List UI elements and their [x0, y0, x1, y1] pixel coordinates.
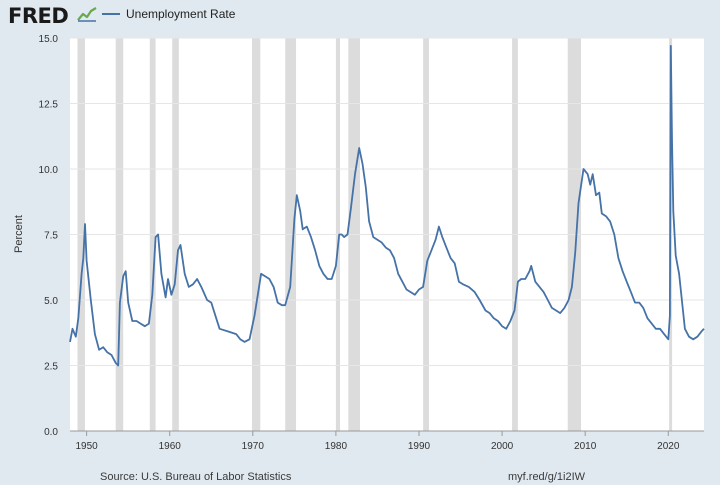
x-tick-label: 1950: [75, 441, 98, 452]
y-tick-label: 10.0: [39, 165, 59, 176]
y-axis-ticks: 0.0 2.5 5.0 7.5 10.0 12.5 15.0: [39, 34, 59, 438]
legend-label: Unemployment Rate: [126, 7, 236, 21]
y-tick-label: 15.0: [39, 34, 59, 45]
source-note: Source: U.S. Bureau of Labor Statistics: [100, 471, 292, 483]
x-tick-label: 2000: [491, 441, 514, 452]
y-tick-label: 2.5: [44, 362, 58, 373]
grid: [70, 37, 704, 432]
series-line-unemployment-rate[interactable]: [69, 45, 705, 367]
y-tick-label: 12.5: [39, 100, 59, 111]
legend: Unemployment Rate: [102, 7, 235, 21]
x-tick-label: 1960: [159, 441, 182, 452]
y-tick-label: 0.0: [44, 427, 58, 438]
fred-logo[interactable]: FRED: [8, 4, 69, 28]
x-tick-label: 2010: [574, 441, 597, 452]
x-tick-label: 1990: [408, 441, 431, 452]
legend-swatch: [102, 13, 120, 15]
x-axis-ticks: 1950 1960 1970 1980 1990 2000 2010 2020: [75, 431, 680, 452]
x-tick-label: 1980: [325, 441, 348, 452]
y-tick-label: 7.5: [44, 231, 58, 242]
y-tick-label: 5.0: [44, 296, 58, 307]
y-axis-label: Percent: [13, 215, 25, 253]
fred-graph-icon: [77, 7, 97, 22]
x-tick-label: 1970: [242, 441, 265, 452]
short-link[interactable]: myf.red/g/1i2IW: [508, 471, 586, 483]
x-tick-label: 2020: [657, 441, 680, 452]
